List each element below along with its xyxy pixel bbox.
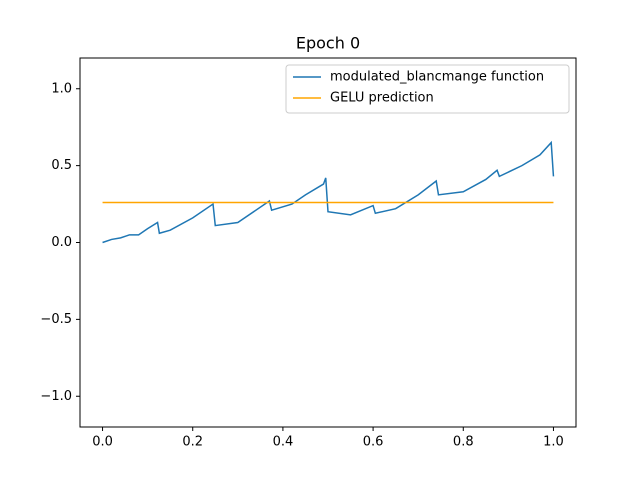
- line: [102, 140, 555, 244]
- y-tick-label: −0.5: [40, 312, 72, 327]
- y-tick-label: 1.0: [51, 81, 72, 96]
- y-tick-label: −1.0: [40, 389, 72, 404]
- x-tick-label: 1.0: [543, 435, 564, 450]
- legend-label: GELU prediction: [330, 91, 434, 106]
- x-tick-label: 0.4: [273, 435, 294, 450]
- x-tick-label: 0.6: [363, 435, 384, 450]
- legend-label: modulated_blancmange function: [330, 70, 544, 85]
- legend-box: [285, 64, 570, 114]
- chart-title: Epoch 0: [296, 34, 360, 53]
- y-tick-label: 0.5: [51, 158, 72, 173]
- y-tick-label: 0.0: [51, 235, 72, 250]
- x-tick-label: 0.8: [453, 435, 474, 450]
- x-tick-label: 0.0: [92, 435, 113, 450]
- x-tick-label: 0.2: [182, 435, 203, 450]
